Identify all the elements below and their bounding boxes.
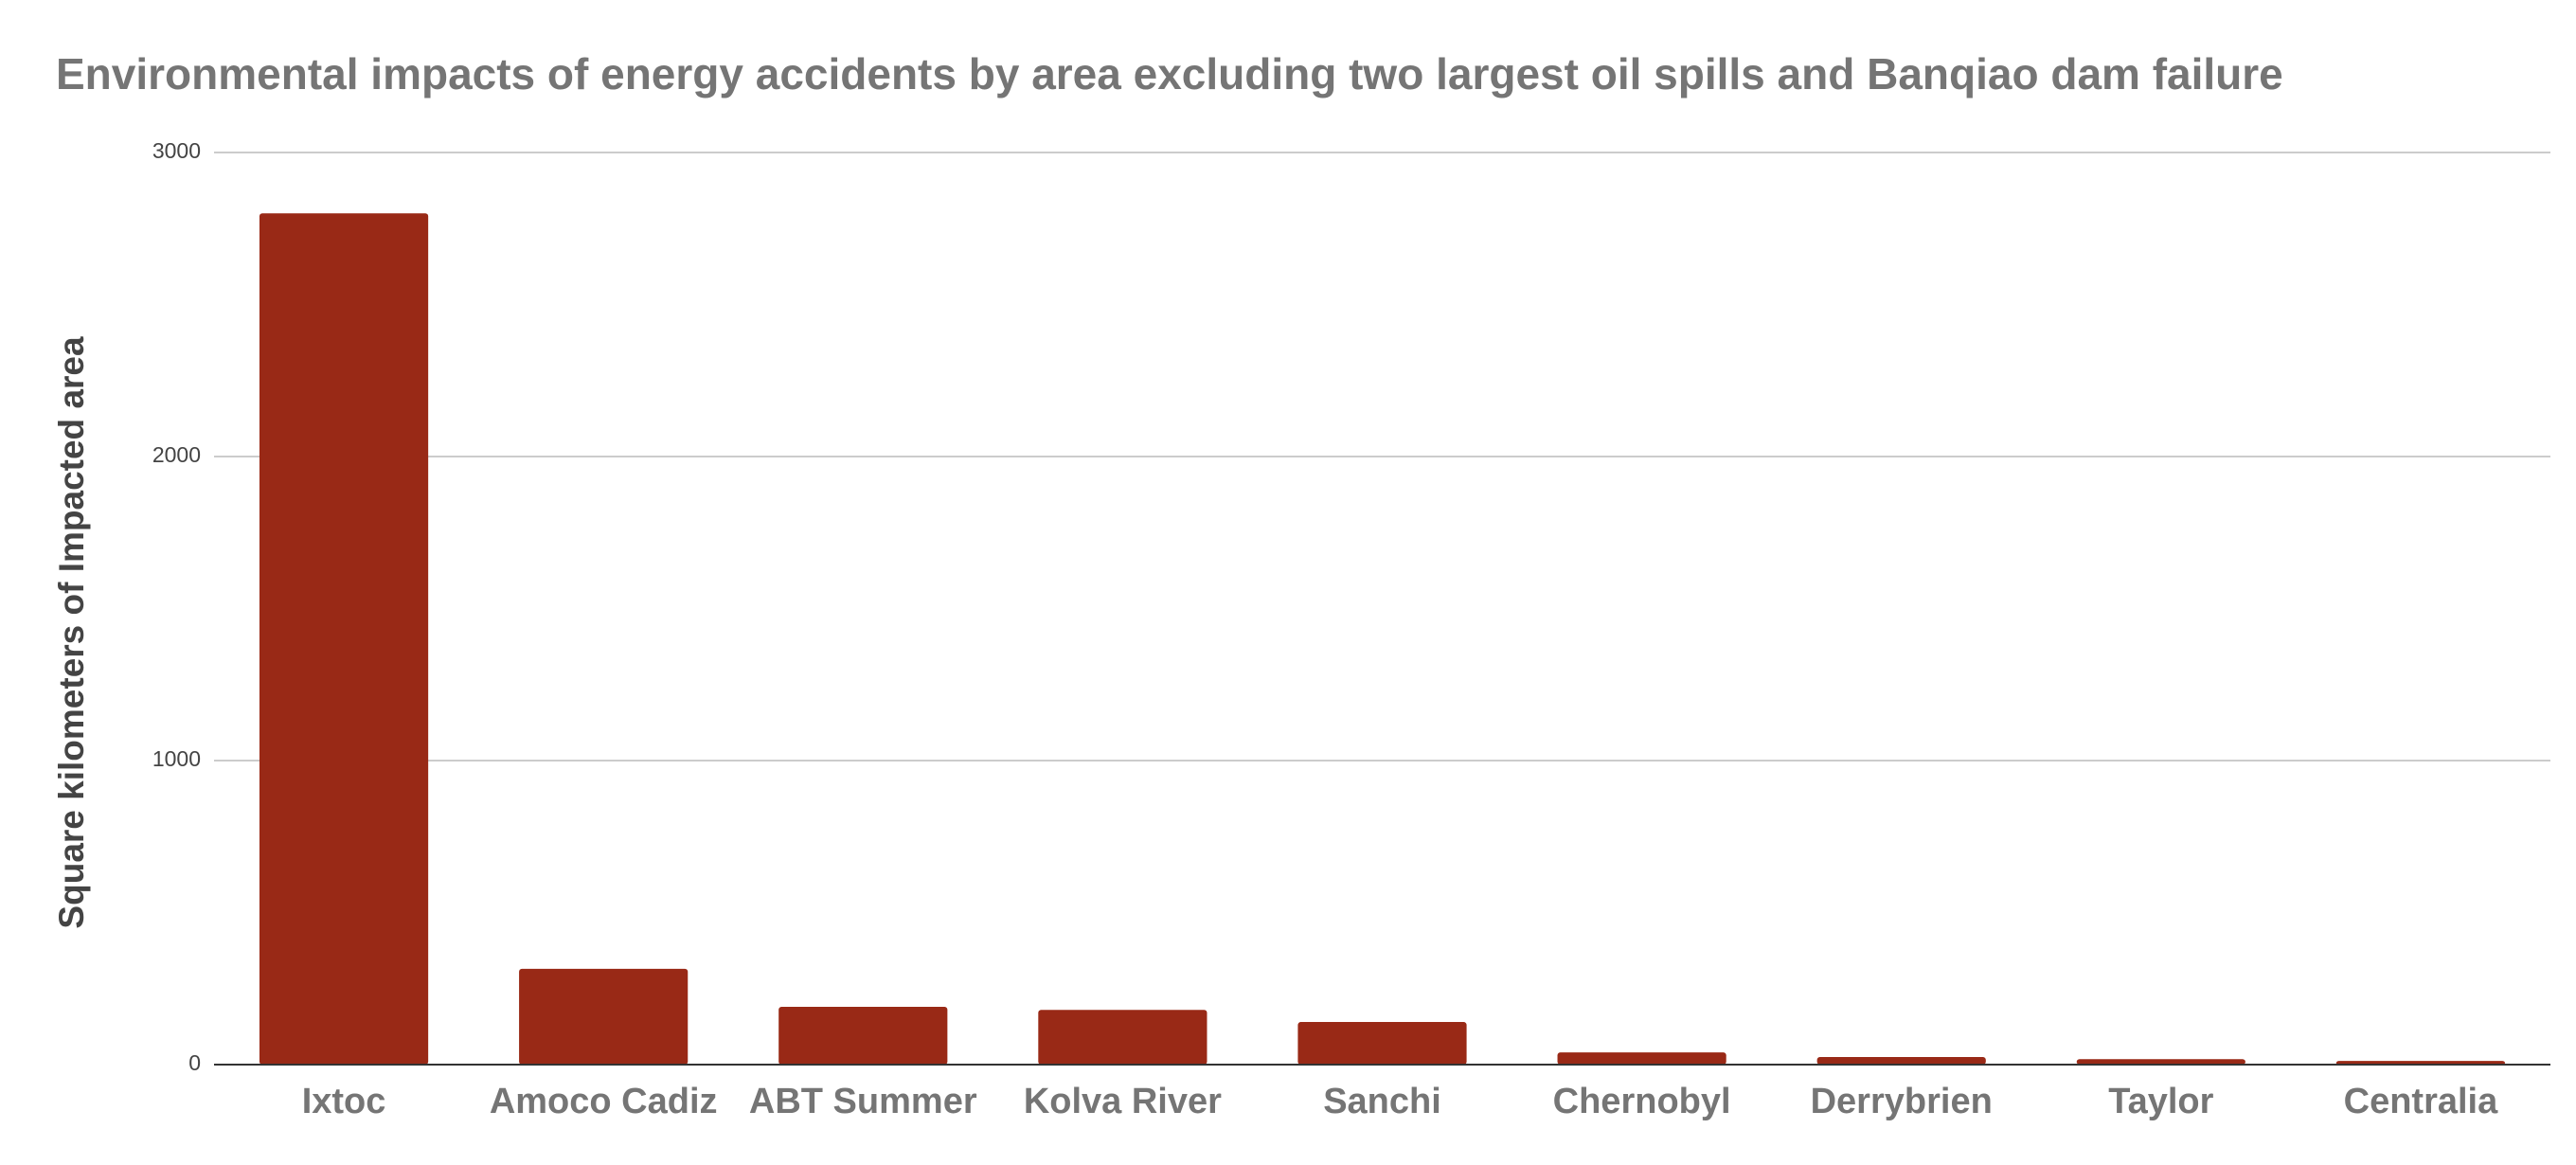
x-tick-label: Ixtoc (302, 1082, 386, 1121)
x-tick-label: Kolva River (1024, 1082, 1222, 1121)
bar (1816, 1056, 1986, 1065)
bar (2076, 1059, 2245, 1065)
bar (1038, 1010, 1208, 1065)
x-tick-label: Amoco Cadiz (490, 1082, 718, 1121)
x-tick-label: Taylor (2108, 1082, 2213, 1121)
y-tick-label: 0 (188, 1050, 201, 1075)
chart-title: Environmental impacts of energy accident… (56, 49, 2283, 99)
x-tick-label: Centralia (2344, 1082, 2498, 1121)
bar (259, 213, 429, 1065)
x-tick-label: Sanchi (1323, 1082, 1441, 1121)
bar (519, 968, 689, 1065)
bar (1557, 1052, 1726, 1065)
y-tick-label: 3000 (152, 138, 201, 163)
x-tick-label: Derrybrien (1811, 1082, 1993, 1121)
x-tick-label: Chernobyl (1553, 1082, 1731, 1121)
y-tick-label: 2000 (152, 442, 201, 467)
y-axis-label: Square kilometers of Impacted area (52, 336, 91, 929)
bar (778, 1007, 948, 1065)
bar (1297, 1022, 1467, 1065)
y-tick-label: 1000 (152, 746, 201, 771)
x-tick-label: ABT Summer (749, 1082, 977, 1121)
